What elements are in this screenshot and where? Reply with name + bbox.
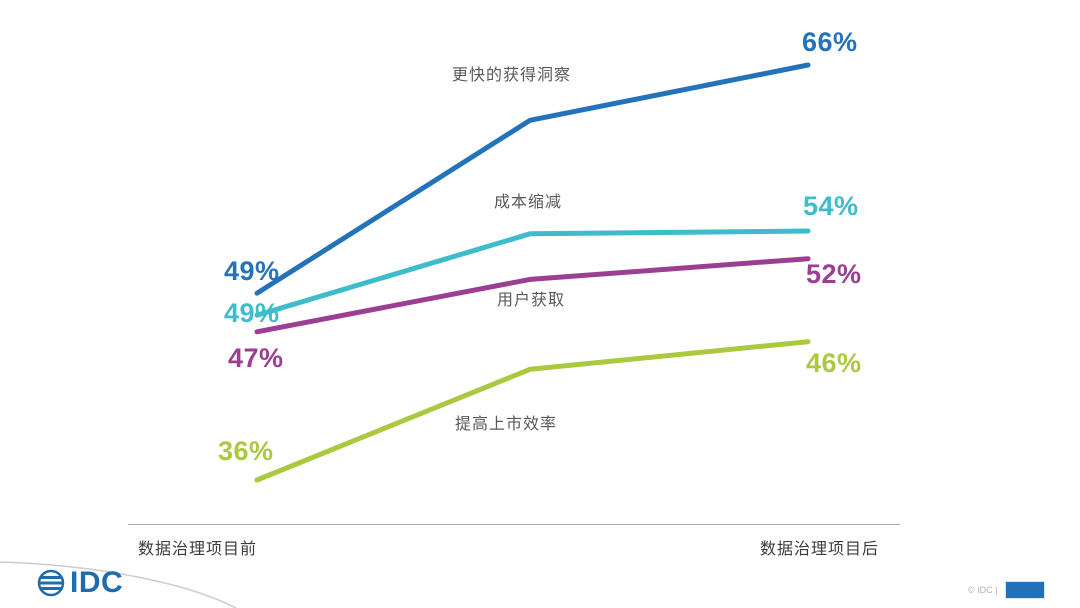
value-label-start-user-acquisition: 47% — [228, 343, 284, 373]
x-axis-label-after: 数据治理项目后 — [760, 541, 880, 558]
x-axis-line — [128, 524, 900, 525]
idc-logo: IDC — [36, 566, 123, 600]
series-label-time-to-market: 提高上市效率 — [455, 416, 558, 433]
series-label-cost-reduction: 成本缩减 — [494, 194, 563, 211]
value-label-end-user-acquisition: 52% — [806, 259, 862, 289]
footer-swoosh-decoration — [0, 561, 237, 608]
idc-globe-icon — [37, 569, 65, 597]
series-label-faster-insights: 更快的获得洞察 — [452, 67, 572, 84]
value-label-start-faster-insights: 49% — [224, 256, 280, 286]
value-label-end-faster-insights: 66% — [802, 27, 858, 57]
x-axis-label-before: 数据治理项目前 — [138, 541, 258, 558]
value-label-start-time-to-market: 36% — [218, 436, 274, 466]
brand-color-chip — [1005, 581, 1045, 599]
value-label-start-cost-reduction: 49% — [224, 298, 280, 328]
series-line-2 — [254, 256, 811, 335]
value-label-end-time-to-market: 46% — [806, 348, 862, 378]
series-label-user-acquisition: 用户获取 — [497, 292, 566, 309]
copyright-text: © IDC | — [968, 585, 998, 595]
series-line-3 — [254, 339, 811, 483]
series-line-0 — [254, 62, 811, 296]
value-label-end-cost-reduction: 54% — [803, 191, 859, 221]
idc-logo-text: IDC — [70, 566, 124, 599]
series-line-1 — [254, 228, 811, 318]
